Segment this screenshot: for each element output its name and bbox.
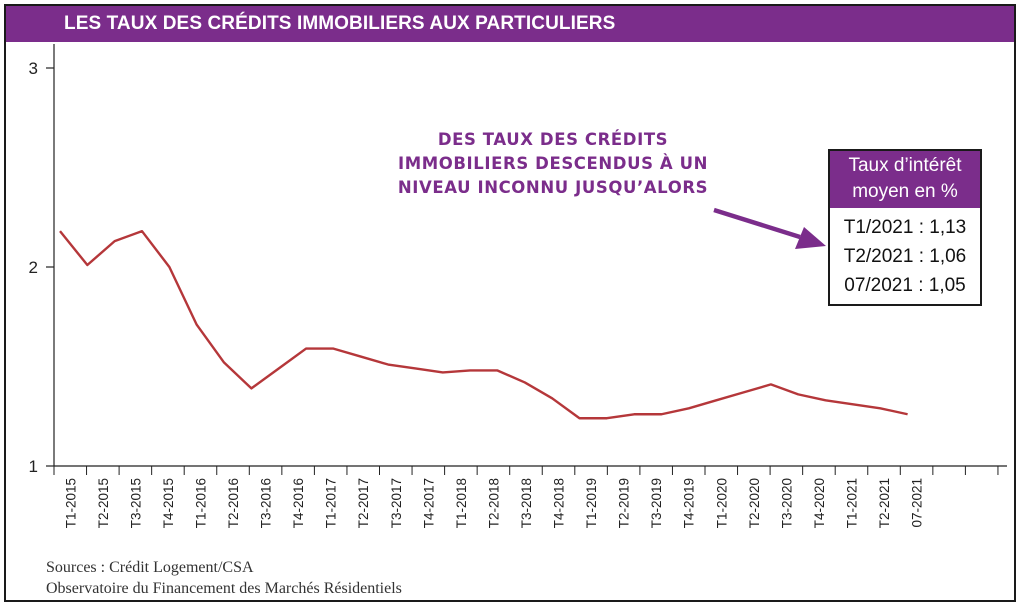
rate-box-header-line: moyen en % [852, 181, 958, 202]
x-tick-label: T4-2016 [291, 478, 306, 528]
x-tick-label: T4-2018 [552, 478, 567, 528]
rate-row: T1/2021 : 1,13 [843, 217, 967, 238]
rate-box-header: Taux d’intérêt moyen en % [830, 151, 980, 208]
chart-annotation: DES TAUX DES CRÉDITS IMMOBILIERS DESCEND… [380, 128, 726, 200]
rate-row: T2/2021 : 1,06 [843, 246, 967, 267]
x-tick-label: T3-2015 [128, 478, 143, 528]
y-tick-label: 2 [29, 258, 38, 277]
x-tick-label: T2-2017 [356, 478, 371, 528]
sources-note: Sources : Crédit Logement/CSA Observatoi… [46, 557, 402, 599]
x-tick-label: T2-2021 [877, 478, 892, 528]
x-tick-label: T2-2015 [96, 478, 111, 528]
x-tick-label: T4-2020 [812, 478, 827, 528]
x-tick-label: T1-2017 [324, 478, 339, 528]
x-tick-label: T4-2019 [682, 478, 697, 528]
x-tick-label: T1-2016 [193, 478, 208, 528]
rate-box: Taux d’intérêt moyen en % T1/2021 : 1,13… [828, 149, 982, 306]
x-tick-label: T4-2017 [421, 478, 436, 528]
series-layer [59, 229, 908, 420]
sources-line: Observatoire du Financement des Marchés … [46, 580, 402, 597]
x-axis-ticks: T1-2015 T2-2015 T3-2015 T4-2015 T1-2016 T2-20… [53, 466, 999, 528]
x-tick-label: T2-2018 [486, 478, 501, 528]
rate-row: 07/2021 : 1,05 [844, 275, 966, 296]
x-tick-label: T1-2020 [714, 478, 729, 528]
x-tick-label: T2-2019 [617, 478, 632, 528]
annotation-line: NIVEAU INCONNU JUSQU’ALORS [397, 178, 709, 197]
annotation-arrow [713, 207, 826, 249]
rate-box-body: T1/2021 : 1,13 T2/2021 : 1,06 07/2021 : … [830, 208, 980, 304]
chart-axes [53, 44, 1007, 467]
arrow-shaft [713, 207, 801, 240]
sources-line: Sources : Crédit Logement/CSA [46, 559, 254, 576]
arrow-head [795, 227, 826, 249]
y-tick-label: 3 [29, 59, 38, 78]
x-tick-label: T3-2018 [519, 478, 534, 528]
series-line [59, 229, 908, 420]
x-tick-label: 07-2021 [910, 478, 925, 528]
x-tick-label: T3-2019 [649, 478, 664, 528]
x-tick-label: T1-2018 [454, 478, 469, 528]
annotation-line: DES TAUX DES CRÉDITS [437, 130, 669, 149]
x-tick-label: T2-2016 [226, 478, 241, 528]
chart-title: LES TAUX DES CRÉDITS IMMOBILIERS AUX PAR… [64, 13, 616, 34]
annotation-line: IMMOBILIERS DESCENDUS À UN [397, 154, 709, 173]
x-tick-label: T3-2020 [779, 478, 794, 528]
x-tick-label: T3-2017 [389, 478, 404, 528]
x-tick-label: T1-2021 [844, 478, 859, 528]
y-tick-label: 1 [29, 457, 38, 476]
rate-box-header-line: Taux d’intérêt [848, 155, 962, 176]
x-tick-label: T1-2015 [63, 478, 78, 528]
y-axis-ticks: 1 2 3 [29, 59, 54, 476]
x-tick-label: T4-2015 [161, 478, 176, 528]
title-bar: LES TAUX DES CRÉDITS IMMOBILIERS AUX PAR… [6, 6, 1014, 42]
x-tick-label: T1-2019 [584, 478, 599, 528]
x-tick-label: T2-2020 [747, 478, 762, 528]
x-tick-label: T3-2016 [259, 478, 274, 528]
